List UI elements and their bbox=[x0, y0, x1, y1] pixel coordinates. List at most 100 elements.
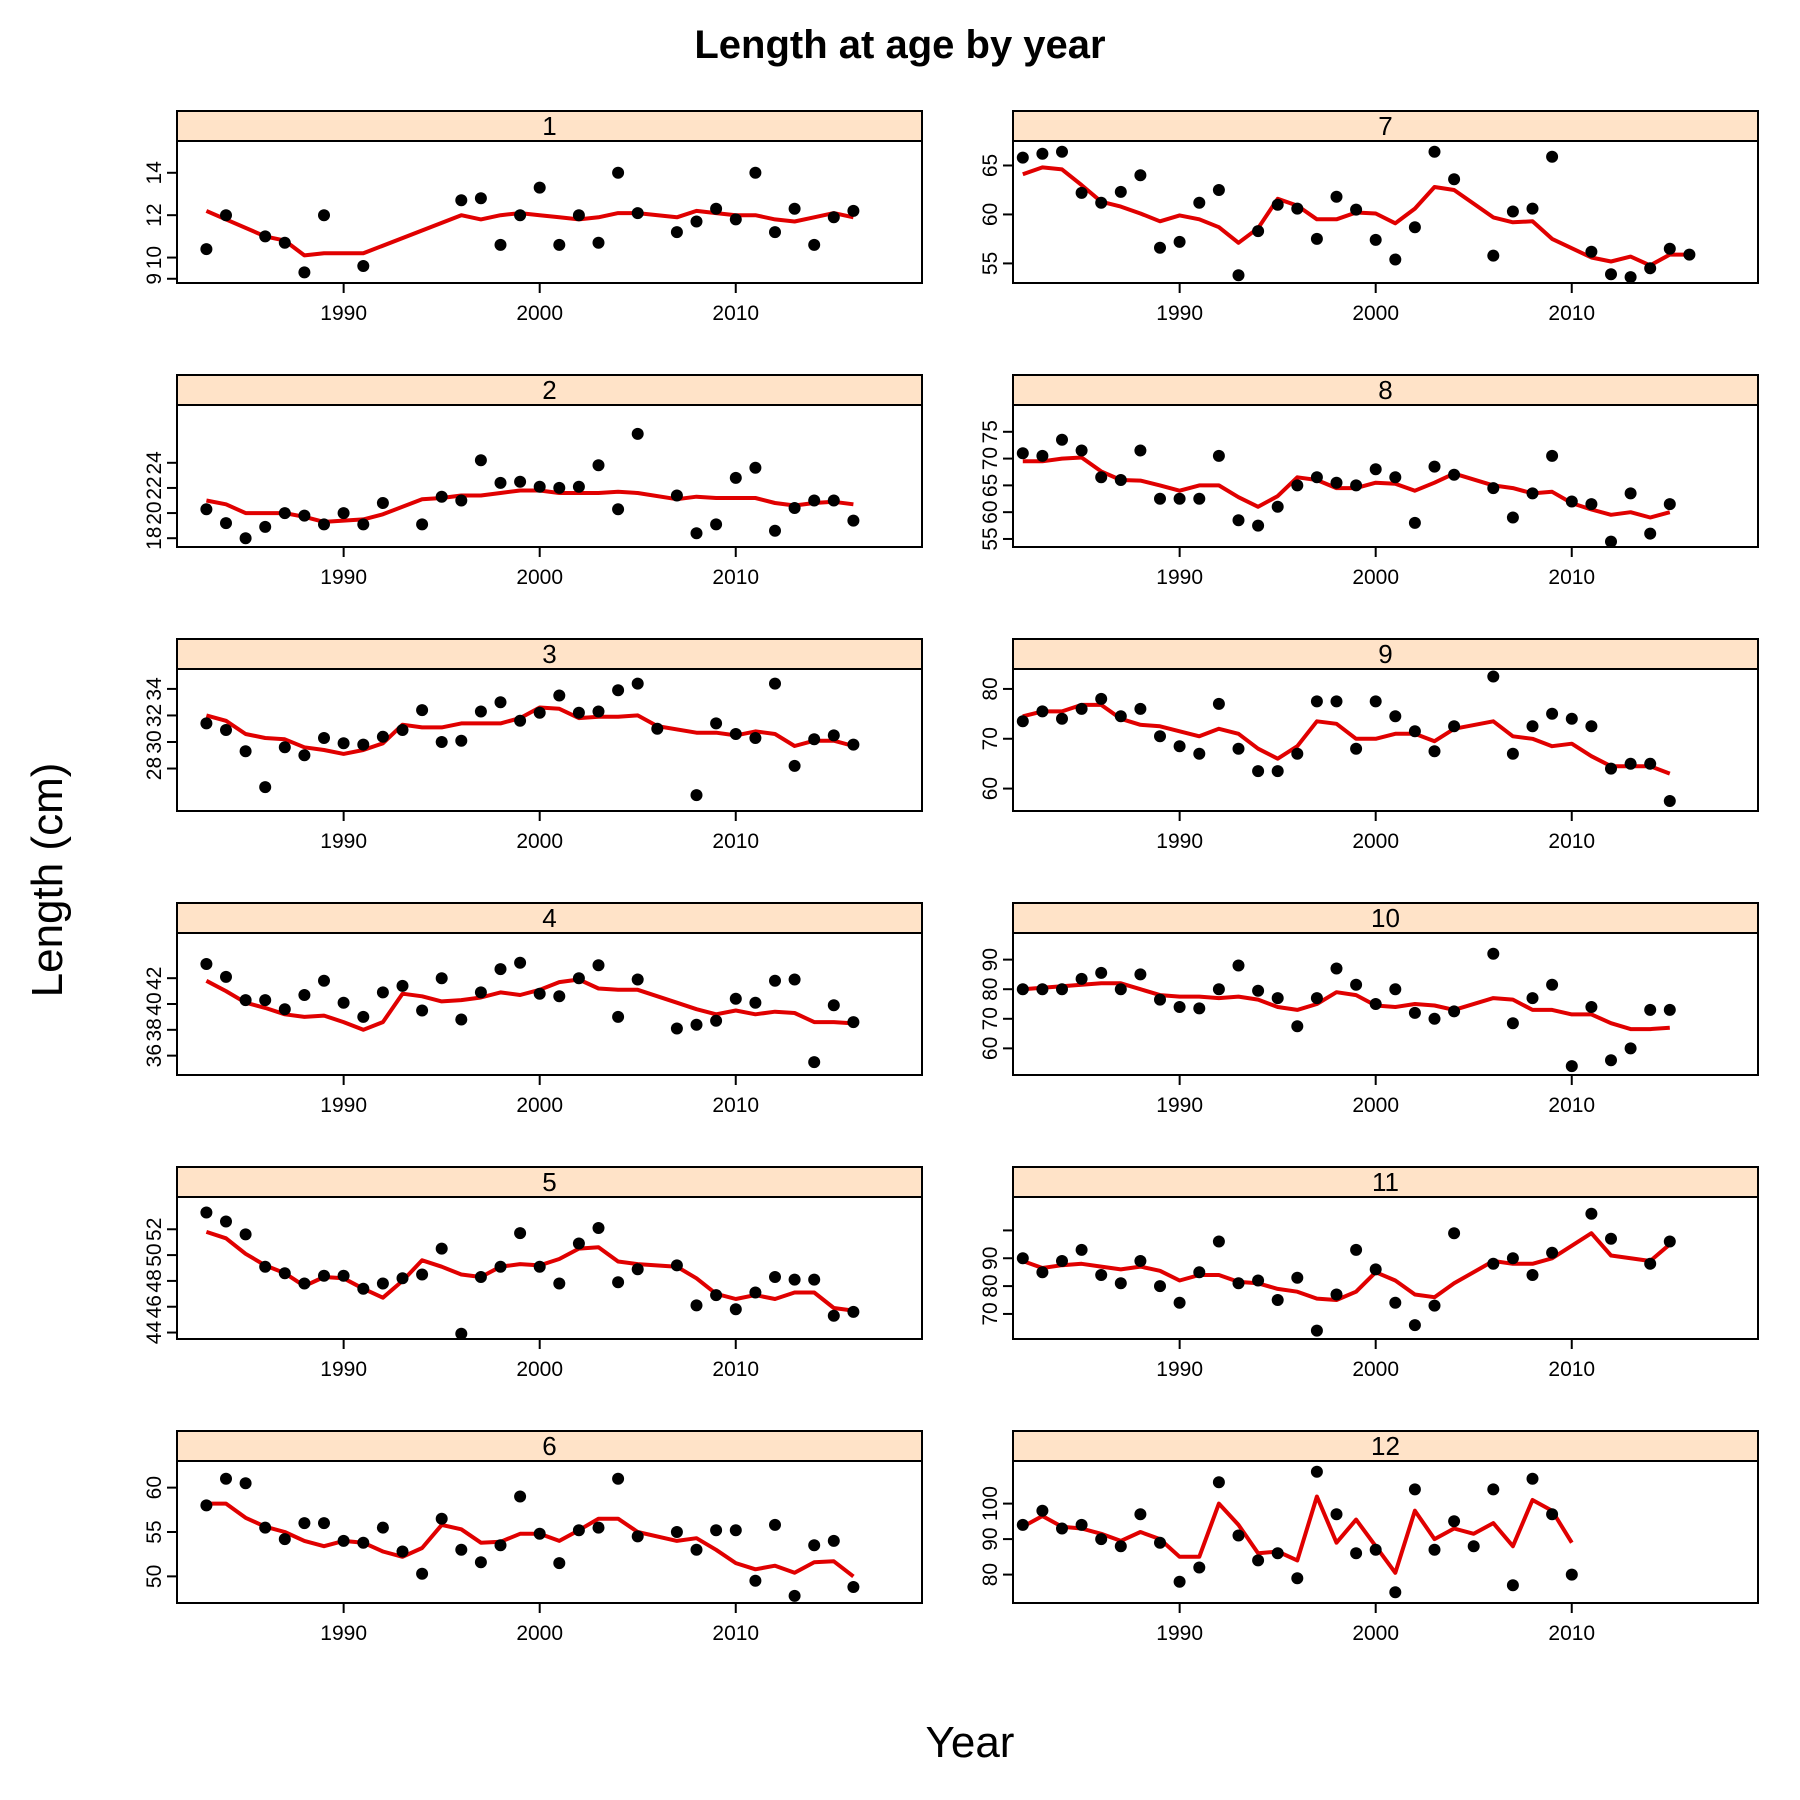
data-point bbox=[1526, 1269, 1539, 1281]
data-point bbox=[494, 1539, 507, 1552]
data-point bbox=[298, 266, 311, 279]
x-tick-label: 1990 bbox=[320, 566, 367, 589]
data-point bbox=[494, 476, 507, 489]
data-point bbox=[455, 1543, 468, 1556]
fit-line bbox=[1022, 981, 1670, 1032]
panel-age-3: 3 28 30 32 34 1990 2000 2010 bbox=[143, 638, 923, 853]
data-points bbox=[1016, 947, 1676, 1073]
data-point bbox=[298, 1517, 311, 1530]
data-point bbox=[553, 689, 566, 702]
panel-frame bbox=[1012, 668, 1759, 812]
data-point bbox=[1448, 468, 1461, 481]
x-axis: 1990 2000 2010 bbox=[320, 547, 759, 589]
data-point bbox=[1565, 1568, 1578, 1581]
data-points bbox=[1016, 1207, 1676, 1337]
data-point bbox=[337, 996, 350, 1009]
data-point bbox=[220, 970, 232, 983]
data-point bbox=[1546, 978, 1559, 991]
data-points bbox=[200, 1206, 860, 1340]
data-point bbox=[1193, 747, 1206, 760]
data-point bbox=[572, 480, 585, 493]
panel-age-8: 8 55 60 65 70 75 1990 2000 2010 bbox=[979, 374, 1759, 589]
data-point bbox=[847, 514, 860, 527]
x-tick-label: 2000 bbox=[516, 1358, 563, 1381]
data-points bbox=[200, 166, 860, 279]
y-tick-label: 40 bbox=[143, 992, 166, 1015]
data-point bbox=[1095, 1269, 1108, 1281]
x-tick-label: 2000 bbox=[516, 302, 563, 325]
data-point bbox=[318, 209, 330, 222]
data-point bbox=[1271, 992, 1284, 1005]
data-points bbox=[200, 677, 860, 802]
x-axis: 1990 2000 2010 bbox=[1156, 1339, 1595, 1381]
data-point bbox=[1271, 1547, 1284, 1560]
data-point bbox=[1134, 444, 1147, 457]
panel-strip bbox=[176, 374, 923, 406]
data-point bbox=[631, 677, 644, 690]
data-point bbox=[729, 213, 742, 226]
panel-frame bbox=[176, 1196, 923, 1340]
data-point bbox=[1350, 203, 1363, 216]
data-point bbox=[474, 1271, 487, 1283]
data-point bbox=[1506, 205, 1519, 218]
data-point bbox=[1075, 444, 1088, 457]
data-point bbox=[1663, 1003, 1676, 1016]
data-point bbox=[1683, 248, 1696, 261]
data-point bbox=[239, 1477, 252, 1490]
panel-strip-label: 5 bbox=[542, 1167, 556, 1197]
data-point bbox=[1408, 725, 1421, 738]
data-point bbox=[847, 738, 860, 751]
data-point bbox=[1193, 492, 1206, 505]
data-point bbox=[1369, 695, 1382, 708]
panel-frame bbox=[176, 668, 923, 812]
data-point bbox=[612, 503, 625, 516]
data-point bbox=[690, 215, 703, 228]
data-point bbox=[1350, 742, 1363, 755]
panel-strip-label: 9 bbox=[1378, 639, 1392, 669]
data-point bbox=[1212, 449, 1225, 462]
data-point bbox=[553, 238, 566, 251]
data-point bbox=[631, 1530, 644, 1543]
data-point bbox=[788, 973, 801, 986]
y-tick-label: 50 bbox=[143, 1565, 166, 1588]
data-point bbox=[337, 1534, 350, 1547]
data-point bbox=[553, 481, 566, 494]
data-point bbox=[1252, 765, 1265, 778]
data-point bbox=[357, 518, 370, 531]
panel-strip-label: 4 bbox=[542, 903, 556, 933]
data-point bbox=[808, 494, 821, 507]
data-point bbox=[1232, 514, 1245, 527]
data-point bbox=[298, 1277, 311, 1290]
data-point bbox=[318, 518, 330, 531]
data-point bbox=[533, 480, 546, 493]
data-point bbox=[1212, 983, 1225, 996]
data-point bbox=[278, 507, 291, 520]
data-point bbox=[631, 973, 644, 986]
data-point bbox=[435, 1512, 448, 1525]
data-point bbox=[1232, 959, 1245, 972]
data-point bbox=[396, 1545, 409, 1558]
x-tick-label: 1990 bbox=[320, 1094, 367, 1117]
data-point bbox=[298, 749, 311, 762]
x-tick-label: 1990 bbox=[1156, 566, 1203, 589]
data-point bbox=[220, 724, 232, 736]
data-points bbox=[1016, 1465, 1578, 1599]
data-point bbox=[1193, 1266, 1206, 1279]
panel-age-6: 6 50 55 60 1990 2000 2010 bbox=[143, 1430, 923, 1645]
data-point bbox=[1624, 757, 1637, 770]
panel-strip-label: 11 bbox=[1372, 1167, 1399, 1197]
data-point bbox=[259, 1521, 272, 1534]
data-point bbox=[494, 963, 507, 976]
panel-strip-label: 12 bbox=[1371, 1431, 1400, 1461]
data-point bbox=[1310, 1465, 1323, 1478]
data-point bbox=[1605, 535, 1617, 548]
y-tick-label: 46 bbox=[143, 1295, 166, 1318]
data-point bbox=[1644, 1003, 1657, 1016]
y-axis: 70 80 90 bbox=[979, 1229, 1013, 1326]
data-point bbox=[1114, 983, 1127, 996]
data-point bbox=[553, 990, 566, 1003]
fit-line bbox=[1022, 1231, 1672, 1302]
data-point bbox=[239, 745, 252, 758]
data-point bbox=[200, 958, 213, 970]
data-point bbox=[1408, 516, 1421, 529]
